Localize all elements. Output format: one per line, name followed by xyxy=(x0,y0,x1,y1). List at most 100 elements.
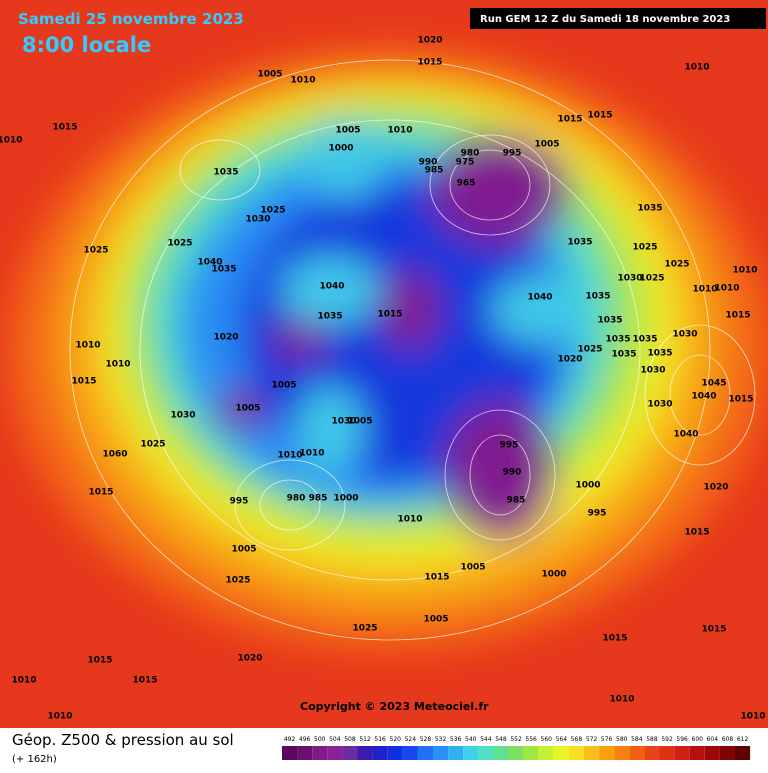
colorbar-label: 492 xyxy=(284,736,296,743)
isobar-label: 985 xyxy=(309,494,328,504)
isobar-label: 1025 xyxy=(140,440,165,450)
isobar-label: 1000 xyxy=(541,570,566,580)
colorbar-label: 584 xyxy=(631,736,643,743)
isobar-label: 1025 xyxy=(664,260,689,270)
isobar-label: 1020 xyxy=(557,355,582,365)
isobar-label: 1010 xyxy=(684,63,709,73)
isobar-label: 1005 xyxy=(460,563,485,573)
isobar-label: 1015 xyxy=(725,311,750,321)
colorbar: 492 496 500 504 508 512 516 520 524 528 532 536 540 5… xyxy=(282,736,751,760)
isobar-label: 1000 xyxy=(575,481,600,491)
time: 8:00 locale xyxy=(22,33,151,57)
isobar-label: 1015 xyxy=(587,111,612,121)
isobar-label: 1010 xyxy=(609,695,634,705)
isobar-label: 1040 xyxy=(319,282,344,292)
isobar-label: 1030 xyxy=(647,400,672,410)
isobar-label: 1035 xyxy=(637,204,662,214)
isobar-label: 1030 xyxy=(170,411,195,421)
isobar-label: 1020 xyxy=(237,654,262,664)
isobar-label: 1025 xyxy=(577,345,602,355)
isobar-label: 985 xyxy=(425,166,444,176)
isobar-label: 980 xyxy=(461,149,480,159)
colorbar-cell xyxy=(523,746,539,760)
isobar-label: 1010 xyxy=(105,360,130,370)
colorbar-cell xyxy=(312,746,328,760)
colorbar-label: 496 xyxy=(299,736,311,743)
isobar-label: 1015 xyxy=(88,488,113,498)
isobar-label: 1010 xyxy=(0,136,23,146)
colorbar-cell xyxy=(417,746,433,760)
colorbar-cell xyxy=(342,746,358,760)
isobar-label: 1005 xyxy=(235,404,260,414)
isobar-label: 1005 xyxy=(534,140,559,150)
isobar-label: 1015 xyxy=(417,58,442,68)
isobar-label: 1035 xyxy=(632,335,657,345)
colorbar-label: 520 xyxy=(390,736,402,743)
colorbar-cell xyxy=(448,746,464,760)
isobar-label: 965 xyxy=(457,179,476,189)
isobar-label: 1025 xyxy=(352,624,377,634)
isobar-label: 1015 xyxy=(52,123,77,133)
colorbar-label: 592 xyxy=(661,736,673,743)
isobar-label: 1010 xyxy=(11,676,36,686)
isobar-label: 1025 xyxy=(639,274,664,284)
colorbar-cell xyxy=(719,746,735,760)
colorbar-cell xyxy=(372,746,388,760)
isobar-label: 1010 xyxy=(75,341,100,351)
colorbar-cell xyxy=(674,746,690,760)
isobar-label: 1030 xyxy=(617,274,642,284)
colorbar-cell xyxy=(478,746,494,760)
isobar-label: 1030 xyxy=(672,330,697,340)
isobar-label: 1005 xyxy=(347,417,372,427)
colorbar-label: 540 xyxy=(465,736,477,743)
colorbar-label: 568 xyxy=(571,736,583,743)
isobar-label: 1010 xyxy=(299,449,324,459)
isobar-label: 1010 xyxy=(397,515,422,525)
date: Samedi 25 novembre 2023 xyxy=(18,10,244,28)
colorbar-cell xyxy=(387,746,403,760)
colorbar-label: 548 xyxy=(495,736,507,743)
colorbar-label: 596 xyxy=(676,736,688,743)
colorbar-label: 608 xyxy=(722,736,734,743)
isobar-label: 1025 xyxy=(83,246,108,256)
isobar-label: 1025 xyxy=(167,239,192,249)
isobar-label: 1015 xyxy=(602,634,627,644)
isobar-label: 1035 xyxy=(611,350,636,360)
isobar-label: 1015 xyxy=(701,625,726,635)
isobar-label: 1040 xyxy=(691,392,716,402)
colorbar-label: 580 xyxy=(616,736,628,743)
isobar-label: 1010 xyxy=(692,285,717,295)
isobar-label: 1015 xyxy=(728,395,753,405)
colorbar-cell xyxy=(704,746,720,760)
isobar-labels: 1010 1015 1005 1010 1020 1015 1010 1035 1005 1000… xyxy=(0,36,766,722)
isobar-label: 1035 xyxy=(567,238,592,248)
isobar-label: 1040 xyxy=(673,430,698,440)
colorbar-cell xyxy=(538,746,554,760)
isobar-label: 1025 xyxy=(225,576,250,586)
isobar-label: 1040 xyxy=(197,258,222,268)
isobar-label: 1035 xyxy=(317,312,342,322)
isobar-label: 1010 xyxy=(47,712,72,722)
isobar-label: 1020 xyxy=(213,333,238,343)
isobar-label: 1005 xyxy=(271,381,296,391)
isobar-label: 1005 xyxy=(231,545,256,555)
colorbar-label: 500 xyxy=(314,736,326,743)
isobar-label: 1015 xyxy=(377,310,402,320)
colorbar-label: 576 xyxy=(601,736,613,743)
colorbar-cell xyxy=(614,746,630,760)
colorbar-label: 600 xyxy=(692,736,704,743)
isobar-label: 1035 xyxy=(597,316,622,326)
isobar-label: 995 xyxy=(230,497,249,507)
isobar-label: 1035 xyxy=(213,168,238,178)
colorbar-label: 528 xyxy=(420,736,432,743)
isobar-label: 1060 xyxy=(102,450,127,460)
isobars xyxy=(69,59,756,641)
colorbar-label: 604 xyxy=(707,736,719,743)
colorbar-label: 552 xyxy=(510,736,522,743)
isobar-label: 1010 xyxy=(740,712,765,722)
colorbar-cell xyxy=(599,746,615,760)
colorbar-label: 504 xyxy=(329,736,341,743)
colorbar-label: 532 xyxy=(435,736,447,743)
copyright: Copyright © 2023 Meteociel.fr xyxy=(300,700,489,713)
colorbar-cell xyxy=(568,746,584,760)
